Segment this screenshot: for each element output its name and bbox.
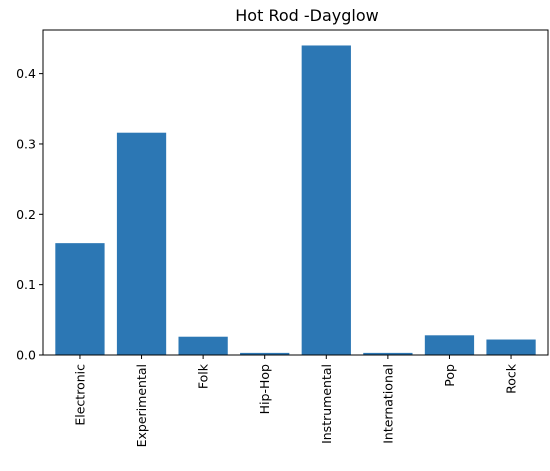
y-tick-label: 0.3 [16,136,36,151]
y-tick-label: 0.4 [16,66,36,81]
bar-pop [424,335,475,355]
x-tick-label: Hip-Hop [257,364,272,414]
y-axis: 0.0 0.1 0.2 0.3 0.4 [16,66,43,363]
bars-group [55,45,536,355]
y-tick-label: 0.0 [16,348,36,363]
x-tick-label: Pop [442,364,457,387]
x-tick-label: Experimental [134,364,149,447]
bar-folk [178,336,228,355]
x-axis: Electronic Experimental Folk Hip-Hop Instrum… [72,355,519,447]
bar-hip-hop [240,352,290,355]
bar-international [363,352,413,355]
bar-experimental [116,132,167,355]
bar-rock [486,339,536,355]
x-tick-label: Electronic [72,364,87,426]
y-tick-label: 0.1 [16,277,36,292]
bar-electronic [55,243,105,355]
chart-title: Hot Rod -Dayglow [235,6,378,25]
y-tick-label: 0.2 [16,207,36,222]
x-tick-label: Instrumental [319,364,334,444]
bar-instrumental [301,45,351,355]
x-tick-label: International [380,364,395,444]
plot-frame [42,29,549,356]
x-tick-label: Rock [504,363,519,394]
x-tick-label: Folk [196,363,211,389]
